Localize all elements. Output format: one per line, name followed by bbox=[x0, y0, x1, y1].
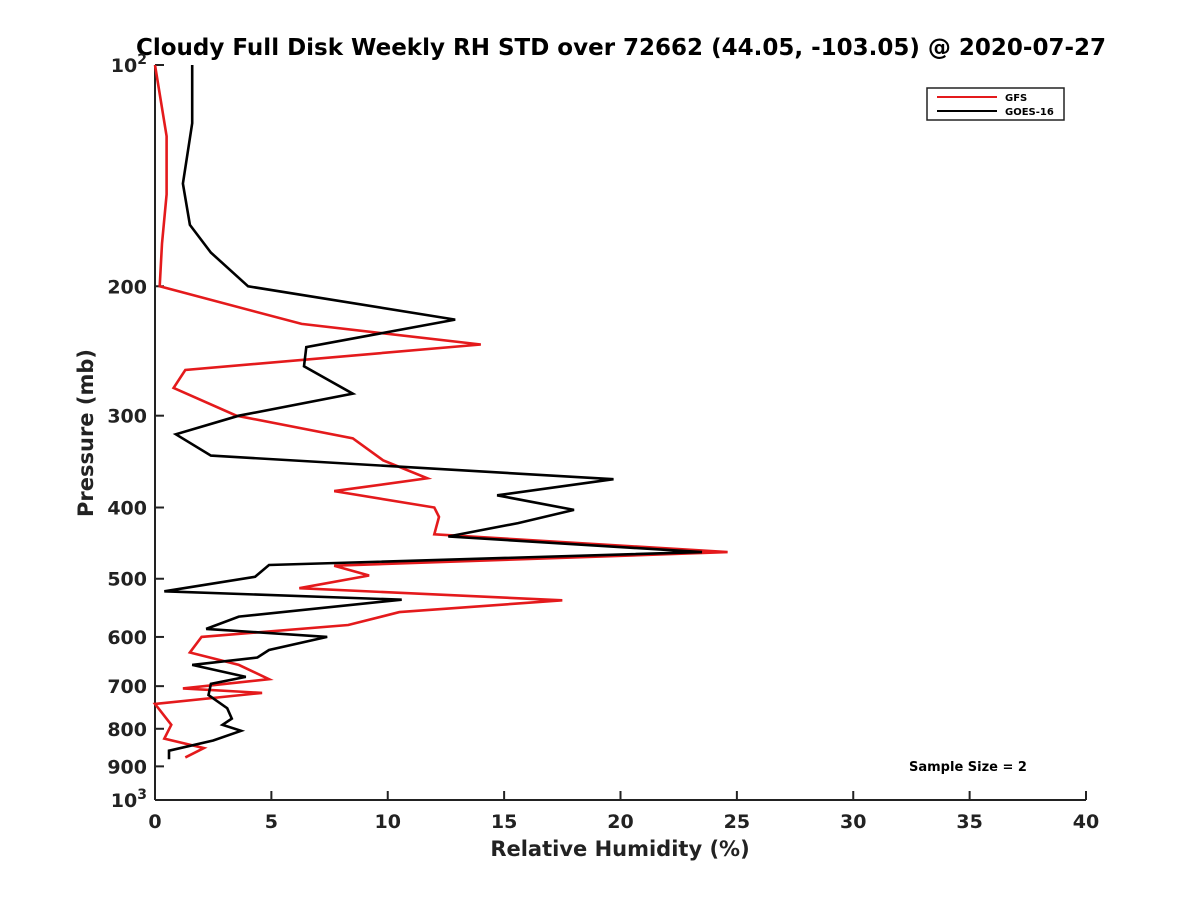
y-tick-label: 600 bbox=[107, 627, 147, 649]
legend: GFS GOES-16 bbox=[926, 87, 1065, 121]
chart-title: Cloudy Full Disk Weekly RH STD over 7266… bbox=[136, 35, 1106, 61]
x-tick-label: 0 bbox=[148, 811, 161, 833]
y-tick-label: 800 bbox=[107, 719, 147, 741]
x-tick-label: 35 bbox=[956, 811, 982, 833]
legend-label-goes16: GOES-16 bbox=[1005, 107, 1054, 118]
x-tick-label: 20 bbox=[607, 811, 633, 833]
x-axis-label: Relative Humidity (%) bbox=[490, 837, 749, 861]
sample-size-annotation: Sample Size = 2 bbox=[909, 760, 1027, 775]
y-tick-label: 103 bbox=[111, 787, 147, 812]
y-tick-label: 900 bbox=[107, 756, 147, 778]
y-tick-label: 300 bbox=[107, 406, 147, 428]
series-layer bbox=[152, 64, 728, 760]
y-tick-label: 500 bbox=[107, 569, 147, 591]
x-tick-label: 15 bbox=[491, 811, 517, 833]
series-line-goes16 bbox=[164, 65, 703, 760]
legend-label-gfs: GFS bbox=[1005, 93, 1027, 104]
y-tick-label: 102 bbox=[111, 52, 147, 77]
y-tick-label: 200 bbox=[107, 276, 147, 298]
x-tick-label: 25 bbox=[724, 811, 750, 833]
y-tick-label: 700 bbox=[107, 676, 147, 698]
x-ticks: 0 5 10 15 20 25 30 35 40 bbox=[148, 791, 1099, 833]
x-tick-label: 40 bbox=[1073, 811, 1099, 833]
x-tick-label: 10 bbox=[375, 811, 401, 833]
y-ticks: 102 200 300 400 500 600 700 800 900 103 bbox=[107, 52, 164, 812]
x-tick-label: 30 bbox=[840, 811, 866, 833]
legend-box bbox=[926, 87, 1065, 121]
y-tick-label: 400 bbox=[107, 498, 147, 520]
y-axis-label: Pressure (mb) bbox=[74, 349, 98, 517]
x-tick-label: 5 bbox=[265, 811, 278, 833]
